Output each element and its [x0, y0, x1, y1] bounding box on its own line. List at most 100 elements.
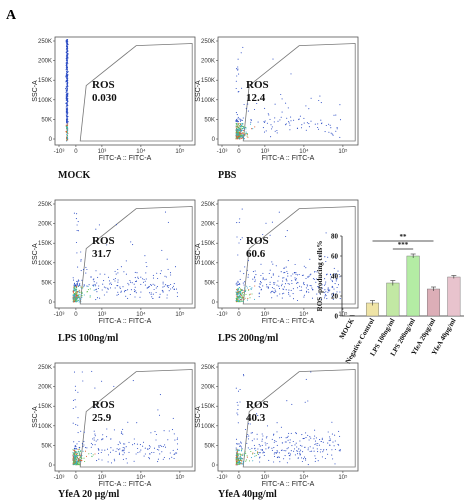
- event-dot: [93, 437, 95, 439]
- event-dot: [280, 93, 282, 96]
- event-dot: [78, 292, 80, 294]
- event-dot: [122, 458, 124, 460]
- event-dot: [284, 455, 286, 457]
- event-dot: [238, 301, 240, 303]
- event-dot: [240, 298, 242, 301]
- event-dot: [288, 293, 290, 295]
- event-dot: [235, 130, 237, 132]
- event-dot: [139, 444, 141, 446]
- plot-caption: YfeA 40µg/ml: [218, 489, 277, 500]
- event-dot: [307, 434, 309, 436]
- event-dot: [172, 417, 174, 419]
- event-dot: [87, 289, 89, 291]
- event-dot: [335, 280, 337, 282]
- event-dot: [173, 433, 175, 435]
- event-dot: [119, 448, 121, 450]
- event-dot: [253, 108, 256, 111]
- event-dot: [271, 287, 273, 289]
- y-tick-label: 250K: [201, 202, 215, 208]
- event-dot: [101, 459, 103, 461]
- event-dot: [106, 428, 108, 430]
- event-dot: [80, 260, 82, 262]
- event-dot: [312, 289, 314, 291]
- y-tick-label: 150K: [38, 78, 52, 84]
- event-dot: [237, 459, 239, 461]
- event-dot: [249, 448, 251, 451]
- event-dot: [235, 126, 237, 128]
- event-dot: [67, 77, 69, 79]
- event-dot: [140, 291, 142, 293]
- event-dot: [327, 288, 329, 290]
- event-dot: [296, 274, 299, 276]
- event-dot: [237, 297, 239, 299]
- event-dot: [332, 292, 334, 294]
- event-dot: [295, 278, 297, 280]
- event-dot: [163, 285, 165, 287]
- event-dot: [148, 286, 150, 288]
- y-tick-label: 50K: [41, 280, 52, 286]
- event-dot: [163, 430, 165, 432]
- event-dot: [74, 462, 76, 465]
- event-dot: [236, 294, 238, 296]
- event-dot: [93, 285, 95, 287]
- event-dot: [317, 286, 319, 288]
- event-dot: [164, 444, 166, 446]
- event-dot: [263, 451, 265, 453]
- event-dot: [312, 447, 314, 449]
- event-dot: [237, 292, 239, 294]
- event-dot: [75, 456, 77, 458]
- event-dot: [135, 292, 137, 294]
- event-dot: [286, 230, 288, 232]
- event-dot: [79, 298, 81, 300]
- event-dot: [117, 272, 119, 274]
- event-dot: [235, 112, 237, 114]
- event-dot: [117, 268, 119, 271]
- x-tick-label: 10⁵: [175, 148, 185, 155]
- event-dot: [286, 462, 288, 464]
- event-dot: [286, 270, 288, 272]
- event-dot: [83, 457, 85, 459]
- event-dot: [76, 252, 78, 254]
- event-dot: [327, 442, 329, 444]
- event-dot: [110, 283, 113, 286]
- event-dot: [285, 279, 287, 281]
- event-dot: [117, 444, 119, 446]
- event-dot: [261, 449, 263, 451]
- event-dot: [66, 131, 68, 133]
- event-dot: [257, 121, 259, 123]
- event-dot: [262, 285, 264, 287]
- event-dot: [237, 91, 239, 93]
- event-dot: [314, 429, 316, 431]
- y-axis-label: SSC-A: [32, 80, 39, 102]
- event-dot: [266, 442, 268, 445]
- event-dot: [73, 282, 76, 284]
- event-dot: [66, 81, 69, 83]
- event-dot: [81, 292, 83, 294]
- event-dot: [317, 126, 319, 129]
- event-dot: [288, 289, 290, 291]
- event-dot: [238, 127, 240, 129]
- event-dot: [82, 269, 85, 271]
- event-dot: [311, 297, 314, 299]
- event-dot: [317, 123, 319, 125]
- event-dot: [66, 82, 69, 84]
- event-dot: [295, 279, 297, 281]
- event-dot: [73, 297, 75, 299]
- event-dot: [81, 291, 83, 293]
- y-tick-label: 100K: [38, 424, 52, 430]
- event-dot: [279, 461, 281, 463]
- event-dot: [299, 451, 301, 453]
- event-dot: [240, 136, 242, 138]
- event-dot: [237, 458, 239, 460]
- event-dot: [283, 286, 285, 288]
- event-dot: [275, 440, 277, 443]
- event-dot: [95, 288, 97, 290]
- event-dot: [130, 289, 132, 291]
- event-dot: [323, 449, 325, 451]
- event-dots: [72, 211, 178, 303]
- event-dot: [238, 131, 240, 133]
- event-dot: [66, 115, 68, 117]
- event-dot: [133, 438, 135, 440]
- event-dot: [236, 453, 239, 455]
- event-dot: [236, 135, 238, 138]
